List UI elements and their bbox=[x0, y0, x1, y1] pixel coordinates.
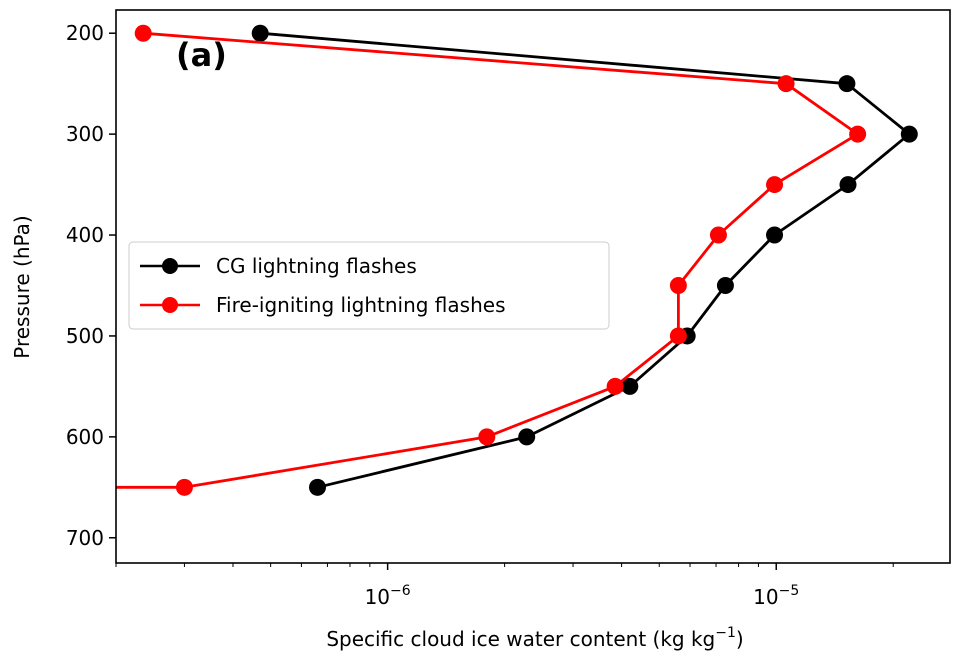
data-point bbox=[838, 75, 856, 93]
y-tick-label: 400 bbox=[66, 223, 104, 247]
data-point bbox=[669, 276, 687, 294]
data-point bbox=[175, 478, 193, 496]
data-point bbox=[478, 428, 496, 446]
data-point bbox=[606, 377, 624, 395]
legend-label-fire: Fire-igniting lightning flashes bbox=[216, 293, 505, 317]
data-point bbox=[308, 478, 326, 496]
y-axis-label: Pressure (hPa) bbox=[10, 215, 34, 358]
data-point bbox=[777, 75, 795, 93]
data-point bbox=[134, 24, 152, 42]
legend: CG lightning flashes Fire-igniting light… bbox=[128, 241, 610, 330]
legend-label-cg: CG lightning flashes bbox=[216, 254, 417, 278]
y-tick-label: 600 bbox=[66, 425, 104, 449]
y-tick-label: 500 bbox=[66, 324, 104, 348]
data-point bbox=[849, 125, 867, 143]
series-line-0 bbox=[260, 31, 911, 489]
plot-frame bbox=[115, 9, 951, 564]
y-tick-label: 300 bbox=[66, 122, 104, 146]
panel-label: (a) bbox=[176, 36, 227, 74]
x-axis-label: Specific cloud ice water content (kg kg−… bbox=[326, 625, 743, 651]
data-point bbox=[900, 125, 918, 143]
legend-box bbox=[128, 241, 610, 330]
data-point bbox=[709, 226, 727, 244]
y-tick-label: 700 bbox=[66, 526, 104, 550]
data-point bbox=[839, 176, 857, 194]
data-point bbox=[621, 377, 639, 395]
x-tick-label: 10−6 bbox=[365, 583, 411, 609]
x-tick-label: 10−5 bbox=[753, 583, 799, 609]
data-point bbox=[518, 428, 536, 446]
data-point bbox=[766, 226, 784, 244]
data-point bbox=[716, 276, 734, 294]
data-point bbox=[669, 327, 687, 345]
data-point bbox=[766, 176, 784, 194]
legend-marker-fire bbox=[162, 297, 178, 313]
data-point bbox=[251, 24, 269, 42]
y-tick-label: 200 bbox=[66, 21, 104, 45]
legend-marker-cg bbox=[162, 258, 178, 274]
